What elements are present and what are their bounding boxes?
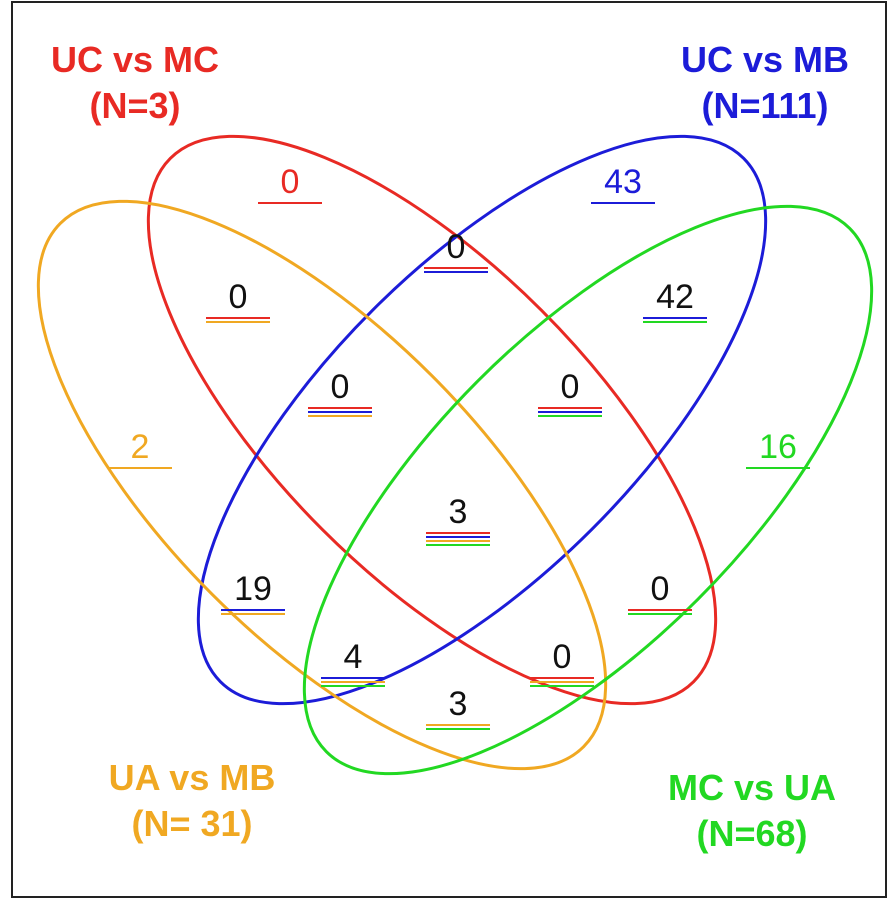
region-count: 2 bbox=[131, 428, 150, 466]
region-count: 43 bbox=[604, 163, 642, 201]
set-size: (N=3) bbox=[89, 85, 180, 126]
set-name: UC vs MC bbox=[51, 39, 219, 80]
set-ellipse bbox=[36, 199, 608, 771]
set-name: MC vs UA bbox=[668, 767, 836, 808]
region-count: 19 bbox=[234, 570, 272, 608]
region-count: 42 bbox=[656, 278, 694, 316]
region-count: 3 bbox=[449, 685, 468, 723]
region-count: 3 bbox=[449, 493, 468, 531]
set-ellipse bbox=[146, 134, 718, 706]
set-name: UA vs MB bbox=[109, 757, 276, 798]
region-count: 4 bbox=[344, 638, 363, 676]
set-size: (N=111) bbox=[701, 85, 828, 126]
set-size: (N= 31) bbox=[131, 803, 252, 844]
set-name: UC vs MB bbox=[681, 39, 849, 80]
set-ellipse bbox=[302, 204, 874, 776]
region-count: 0 bbox=[331, 368, 350, 406]
region-count: 0 bbox=[281, 163, 300, 201]
labels: UC vs MC (N=3) UC vs MB (N=111) UA vs MB (N= … bbox=[51, 39, 849, 854]
set-ellipses bbox=[36, 134, 874, 776]
region-count: 0 bbox=[561, 368, 580, 406]
region-count: 16 bbox=[759, 428, 797, 466]
frame bbox=[11, 1, 887, 898]
region-count: 0 bbox=[553, 638, 572, 676]
region-count: 0 bbox=[651, 570, 670, 608]
set-ellipse bbox=[196, 134, 768, 706]
region-count: 0 bbox=[229, 278, 248, 316]
region-count: 0 bbox=[447, 228, 466, 266]
set-size: (N=68) bbox=[696, 813, 807, 854]
